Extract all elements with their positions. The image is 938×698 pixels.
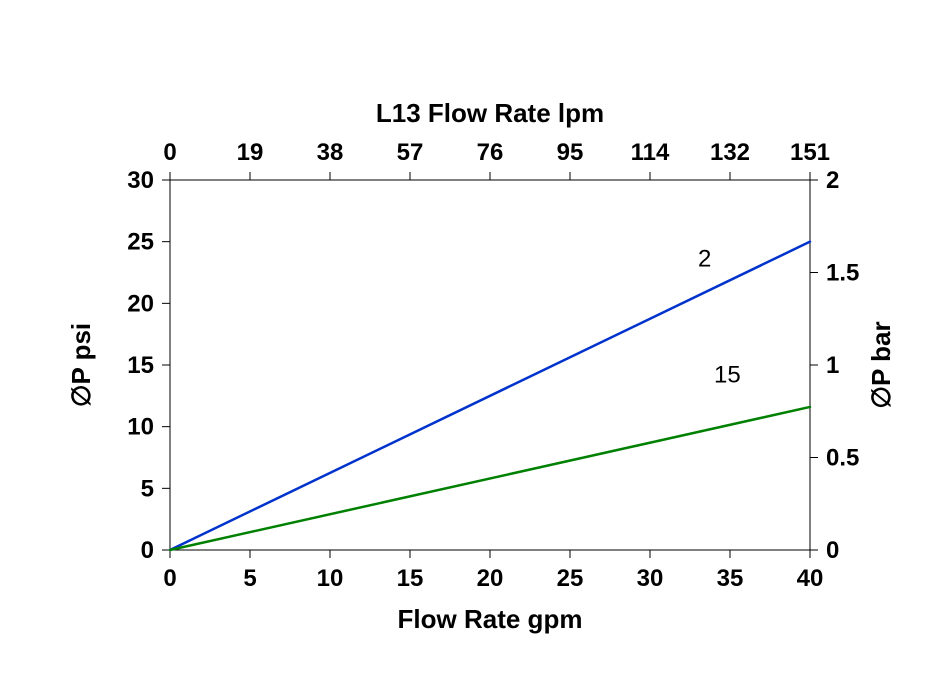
y-right-tick: 1.5 [826,260,859,287]
y-right-tick: 2 [826,167,839,194]
x-top-tick: 19 [237,139,264,166]
x-bottom-tick: 0 [163,565,176,592]
y-right-tick: 0.5 [826,445,859,472]
chart-stage: { "chart": { "type": "line", "background… [0,0,938,698]
x-bottom-tick: 25 [557,565,584,592]
y-left-tick: 5 [141,475,154,502]
x-bottom-tick: 30 [637,565,664,592]
x-top-tick: 57 [397,139,424,166]
y-left-tick: 30 [127,167,154,194]
x-bottom-tick: 5 [243,565,256,592]
x-top-tick: 95 [557,139,584,166]
x-top-tick: 38 [317,139,344,166]
y-right-tick: 1 [826,352,839,379]
x-top-tick: 76 [477,139,504,166]
y-left-label: ∅P psi [66,323,96,407]
x-bottom-tick: 40 [797,565,824,592]
x-top-tick: 0 [163,139,176,166]
x-top-tick: 132 [710,139,750,166]
y-left-tick: 25 [127,229,154,256]
x-bottom-tick: 35 [717,565,744,592]
y-left-tick: 10 [127,414,154,441]
series-label-15: 15 [714,361,741,388]
y-right-tick: 0 [826,537,839,564]
y-right-label: ∅P bar [866,321,896,408]
x-top-tick: 151 [790,139,830,166]
y-left-tick: 20 [127,290,154,317]
x-bottom-tick: 20 [477,565,504,592]
series-label-2: 2 [698,245,711,272]
x-top-tick: 114 [631,139,670,166]
x-bottom-tick: 10 [317,565,344,592]
chart-svg: 0510152025303540Flow Rate gpm01938577695… [0,0,938,698]
y-left-tick: 15 [127,352,154,379]
x-bottom-tick: 15 [397,565,424,592]
x-bottom-label: Flow Rate gpm [398,604,583,634]
y-left-tick: 0 [141,537,154,564]
title-top: L13 Flow Rate lpm [376,98,604,128]
